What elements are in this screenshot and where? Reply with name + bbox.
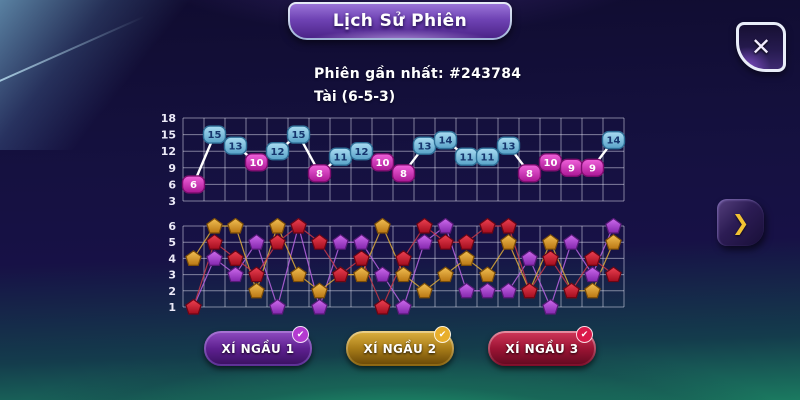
die-2-button-label: XÍ NGẦU 2 [363,341,437,356]
toggle-die-3-button[interactable]: XÍ NGẦU 3 ✔ [488,326,596,366]
svg-text:8: 8 [316,169,323,180]
svg-text:6: 6 [190,180,197,191]
svg-text:13: 13 [418,141,432,152]
svg-text:12: 12 [271,147,285,158]
svg-text:11: 11 [481,152,495,163]
check-icon: ✔ [292,326,309,343]
die-1-button-label: XÍ NGẦU 1 [221,341,295,356]
svg-text:18: 18 [161,112,176,125]
dice-history-chart: 6 5 4 3 2 1 [150,217,640,327]
svg-text:9: 9 [168,162,176,175]
session-info: Phiên gần nhất: #243784 Tài (6-5-3) [314,66,521,105]
svg-text:3: 3 [168,195,176,208]
toggle-die-2-button[interactable]: XÍ NGẦU 2 ✔ [346,326,454,366]
svg-text:11: 11 [334,152,348,163]
svg-text:10: 10 [376,158,390,169]
latest-session-label: Phiên gần nhất: #243784 [314,66,522,82]
check-icon: ✔ [576,326,593,343]
svg-text:8: 8 [400,169,407,180]
svg-text:15: 15 [292,130,306,141]
svg-text:4: 4 [168,252,176,265]
svg-text:1: 1 [168,301,176,314]
totals-history-chart: 18 15 12 9 6 3 6 15 13 10 12 15 8 11 12 10 8 13 14 11 11 13 8 1… [150,110,640,216]
svg-text:6: 6 [168,178,176,191]
svg-text:6: 6 [168,220,176,233]
svg-text:13: 13 [502,141,516,152]
svg-text:9: 9 [568,163,575,174]
check-icon: ✔ [434,326,451,343]
svg-text:10: 10 [544,158,558,169]
svg-text:10: 10 [250,158,264,169]
die-3-button-label: XÍ NGẦU 3 [505,341,579,356]
svg-text:11: 11 [460,152,474,163]
svg-text:14: 14 [607,136,621,147]
svg-text:14: 14 [439,136,453,147]
svg-text:9: 9 [589,163,596,174]
svg-text:15: 15 [161,129,176,142]
close-icon: ✕ [750,33,772,61]
latest-session-result: Tài (6-5-3) [314,89,396,105]
svg-text:12: 12 [161,145,176,158]
chevron-right-icon: ❯ [731,210,750,235]
toggle-die-1-button[interactable]: XÍ NGẦU 1 ✔ [204,326,312,366]
svg-text:15: 15 [208,130,222,141]
title-banner: Lịch Sử Phiên [288,2,512,40]
svg-text:2: 2 [168,285,176,298]
svg-text:12: 12 [355,147,369,158]
svg-text:5: 5 [168,236,176,249]
page-title: Lịch Sử Phiên [332,11,468,31]
svg-text:13: 13 [229,141,243,152]
close-button[interactable]: ✕ [736,22,786,72]
svg-text:8: 8 [526,169,533,180]
svg-text:3: 3 [168,269,176,282]
next-page-button[interactable]: ❯ [717,199,764,246]
